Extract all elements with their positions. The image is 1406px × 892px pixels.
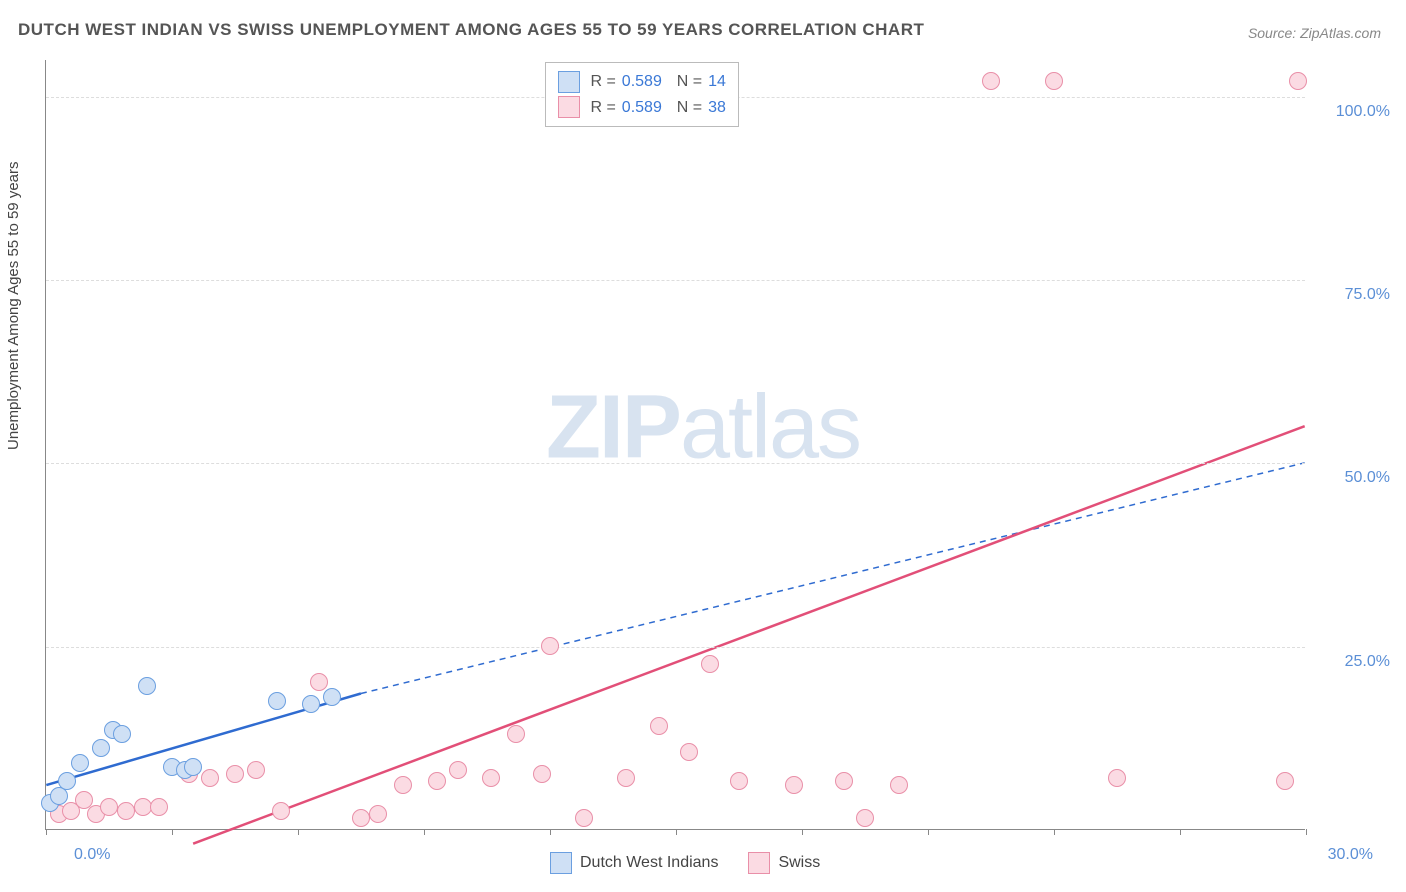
source-label: Source: ZipAtlas.com — [1248, 25, 1381, 41]
data-point — [890, 776, 908, 794]
data-point — [541, 637, 559, 655]
data-point — [680, 743, 698, 761]
data-point — [117, 802, 135, 820]
data-point — [134, 798, 152, 816]
legend-r-value: 0.589 — [622, 69, 662, 95]
y-tick-label: 50.0% — [1345, 469, 1390, 487]
x-axis-min-label: 0.0% — [74, 846, 110, 864]
data-point — [184, 758, 202, 776]
data-point — [982, 72, 1000, 90]
data-point — [856, 809, 874, 827]
data-point — [113, 725, 131, 743]
legend-stats: R =0.589 N =14 R =0.589 N =38 — [545, 62, 739, 127]
data-point — [272, 802, 290, 820]
data-point — [507, 725, 525, 743]
x-tick — [424, 829, 425, 835]
data-point — [701, 655, 719, 673]
y-tick-label: 100.0% — [1336, 103, 1390, 121]
legend-r-label: R = — [586, 69, 616, 95]
legend-stat-row: R =0.589 N =14 — [558, 69, 726, 95]
data-point — [226, 765, 244, 783]
data-point — [369, 805, 387, 823]
x-tick — [928, 829, 929, 835]
data-point — [1276, 772, 1294, 790]
data-point — [835, 772, 853, 790]
x-tick — [676, 829, 677, 835]
legend-swatch — [558, 71, 580, 93]
legend-swatch — [558, 96, 580, 118]
x-tick — [550, 829, 551, 835]
x-tick — [46, 829, 47, 835]
x-tick — [1306, 829, 1307, 835]
data-point — [268, 692, 286, 710]
legend-swatch — [748, 852, 770, 874]
data-point — [575, 809, 593, 827]
x-tick — [172, 829, 173, 835]
data-point — [1045, 72, 1063, 90]
data-point — [428, 772, 446, 790]
legend-series-item: Dutch West Indians — [550, 852, 718, 874]
legend-swatch — [550, 852, 572, 874]
data-point — [247, 761, 265, 779]
data-point — [617, 769, 635, 787]
trend-lines — [46, 60, 1305, 829]
trend-line — [361, 463, 1305, 694]
data-point — [92, 739, 110, 757]
data-point — [58, 772, 76, 790]
legend-n-value: 14 — [708, 69, 726, 95]
data-point — [150, 798, 168, 816]
data-point — [100, 798, 118, 816]
legend-series-label: Dutch West Indians — [580, 854, 718, 872]
legend-r-label: R = — [586, 95, 616, 121]
x-tick — [802, 829, 803, 835]
data-point — [449, 761, 467, 779]
data-point — [75, 791, 93, 809]
y-tick-label: 25.0% — [1345, 653, 1390, 671]
data-point — [302, 695, 320, 713]
data-point — [138, 677, 156, 695]
x-tick — [1054, 829, 1055, 835]
x-axis-max-label: 30.0% — [1328, 846, 1373, 864]
y-axis-label: Unemployment Among Ages 55 to 59 years — [5, 161, 22, 450]
data-point — [1289, 72, 1307, 90]
data-point — [201, 769, 219, 787]
data-point — [650, 717, 668, 735]
data-point — [323, 688, 341, 706]
legend-r-value: 0.589 — [622, 95, 662, 121]
data-point — [310, 673, 328, 691]
legend-n-label: N = — [668, 69, 702, 95]
chart-title: DUTCH WEST INDIAN VS SWISS UNEMPLOYMENT … — [18, 20, 924, 40]
data-point — [1108, 769, 1126, 787]
data-point — [71, 754, 89, 772]
data-point — [352, 809, 370, 827]
data-point — [533, 765, 551, 783]
trend-line — [193, 426, 1305, 843]
legend-stat-row: R =0.589 N =38 — [558, 95, 726, 121]
gridline — [46, 647, 1305, 648]
plot-area: 0.0% 30.0% 25.0%50.0%75.0%100.0% — [45, 60, 1305, 830]
gridline — [46, 280, 1305, 281]
legend-series-item: Swiss — [748, 852, 820, 874]
data-point — [394, 776, 412, 794]
x-tick — [1180, 829, 1181, 835]
data-point — [482, 769, 500, 787]
y-tick-label: 75.0% — [1345, 286, 1390, 304]
legend-series-label: Swiss — [778, 854, 820, 872]
legend-series: Dutch West Indians Swiss — [550, 852, 820, 874]
legend-n-label: N = — [668, 95, 702, 121]
data-point — [730, 772, 748, 790]
data-point — [785, 776, 803, 794]
x-tick — [298, 829, 299, 835]
gridline — [46, 463, 1305, 464]
legend-n-value: 38 — [708, 95, 726, 121]
